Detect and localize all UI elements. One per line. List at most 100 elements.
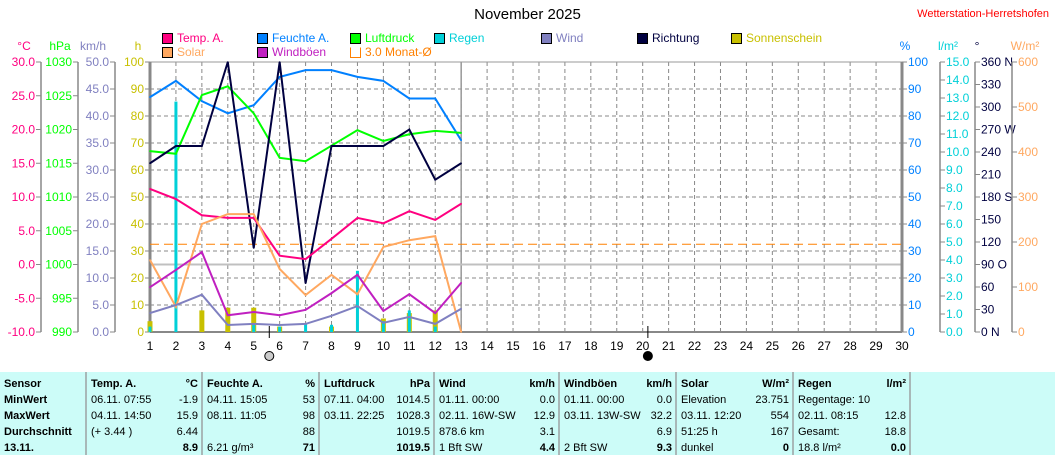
data-point	[252, 104, 255, 106]
axis-tick-label-direction: 210	[981, 168, 1001, 182]
column-header: Wind	[439, 378, 466, 390]
data-point	[175, 80, 177, 82]
cell-label: 01.11. 00:00	[439, 394, 500, 406]
table-column: Regen l/m² Regentage: 10 02.11. 08:15 12.8 Ge…	[794, 372, 911, 455]
axis-tick-label-pressure: 1000	[45, 258, 72, 272]
data-point	[356, 273, 359, 276]
axis-tick-label-humidity: 20	[908, 271, 922, 285]
cell-label: 878.6 km	[439, 426, 485, 438]
cell-value: 6.44	[176, 426, 198, 438]
x-tick-label: 5	[250, 339, 257, 353]
axis-tick-label-sun: 60	[131, 163, 145, 177]
data-point	[408, 133, 411, 136]
legend-label: Windböen	[272, 45, 327, 59]
cell-value: 0.0	[656, 394, 672, 406]
data-point	[356, 76, 359, 78]
data-point	[149, 188, 151, 190]
axis-tick-label-temp: -10.0	[8, 325, 36, 339]
column-unit: km/h	[646, 378, 672, 390]
axis-tick-label-sun: 0	[137, 325, 144, 339]
data-point	[149, 150, 151, 152]
cell-value: 88	[302, 426, 315, 438]
bar-regen	[304, 323, 308, 332]
table-column: Temp. A. °C 06.11. 07:55 -1.9 04.11. 14:50 15…	[87, 372, 203, 455]
column-header: Windböen	[564, 378, 618, 390]
axis-unit-wind: km/h	[80, 39, 106, 53]
axis-tick-label-sun: 100	[124, 55, 144, 69]
data-point	[434, 97, 437, 100]
legend-item: 3.0 Monat-Ø	[350, 45, 432, 59]
bar-regen	[355, 270, 359, 332]
axis-tick-label-rain: 5.0	[946, 235, 963, 249]
data-point	[382, 80, 385, 82]
axis-tick-label-rain: 4.0	[946, 253, 963, 267]
data-point	[356, 217, 359, 219]
x-tick-label: 13	[454, 339, 468, 353]
axis-tick-label-temp: 25.0	[12, 89, 36, 103]
axis-tick-label-humidity: 70	[908, 136, 922, 150]
axis-tick-label-rain: 8.0	[946, 181, 963, 195]
cell-label: MaxWert	[4, 410, 50, 422]
axis-tick-label-wind: 50.0	[86, 55, 110, 69]
data-point	[252, 217, 255, 219]
cell-value: 12.9	[533, 410, 555, 422]
legend-item: Temp. A.	[162, 31, 224, 45]
legend-label: Wind	[556, 31, 584, 45]
data-point	[382, 140, 385, 142]
bar-regen	[148, 326, 152, 332]
axis-tick-label-direction: 120	[981, 235, 1001, 249]
legend-item: Luftdruck	[350, 31, 414, 45]
cell-label: 13.11.	[4, 442, 34, 454]
data-point	[460, 331, 462, 333]
cell-value: 15.9	[176, 410, 198, 422]
axis-tick-label-direction: 150	[981, 213, 1001, 227]
axis-tick-label-direction: 270 W	[981, 123, 1016, 137]
axis-unit-solar: W/m²	[1011, 39, 1040, 53]
x-tick-label: 15	[506, 339, 520, 353]
legend-swatch	[731, 32, 742, 44]
data-point	[149, 286, 151, 288]
axis-tick-label-direction: 30	[981, 303, 995, 317]
data-point	[252, 247, 255, 249]
cell-label: MinWert	[4, 394, 48, 406]
data-point	[330, 238, 333, 240]
cell-value: 3.1	[539, 426, 555, 438]
data-point	[201, 94, 203, 96]
cell-value: 32.2	[650, 410, 672, 422]
bar-regen	[278, 326, 282, 332]
data-point	[278, 268, 281, 270]
data-point	[252, 112, 255, 115]
axis-tick-label-direction: 360 N	[981, 55, 1013, 69]
legend-item: Regen	[434, 31, 484, 45]
data-point	[356, 293, 359, 296]
bar-regen	[330, 324, 334, 332]
x-tick-label: 20	[636, 339, 650, 353]
data-point	[408, 293, 411, 296]
legend-swatch	[257, 46, 268, 58]
x-tick-label: 2	[173, 339, 180, 353]
cell-value: 1014.5	[396, 394, 430, 406]
data-point	[304, 323, 307, 325]
axis-tick-label-sun: 90	[131, 82, 145, 96]
full-moon-icon	[264, 351, 275, 361]
cell-value: 18.8	[884, 426, 906, 438]
chart: °C30.025.020.015.010.05.00.0-5.0-10.0hPa…	[8, 39, 1040, 361]
data-point	[304, 69, 307, 71]
axis-tick-label-direction: 90 O	[981, 258, 1007, 272]
x-tick-label: 17	[558, 339, 572, 353]
data-point	[460, 307, 462, 310]
x-tick-label: 19	[610, 339, 624, 353]
legend-swatch	[350, 46, 361, 58]
data-point	[201, 214, 203, 217]
data-point	[278, 61, 281, 63]
legend-item: Windböen	[257, 45, 326, 59]
x-tick-label: 26	[792, 339, 806, 353]
legend-item: Sonnenschein	[731, 31, 822, 45]
cell-label: Gesamt:	[798, 426, 840, 438]
axis-tick-label-rain: 15.0	[946, 55, 970, 69]
axis-tick-label-sun: 40	[131, 217, 145, 231]
data-point	[252, 323, 255, 325]
bar-sonnenschein	[225, 307, 231, 332]
data-point	[252, 311, 255, 313]
station-name: Wetterstation-Herretshofen	[917, 8, 1049, 20]
